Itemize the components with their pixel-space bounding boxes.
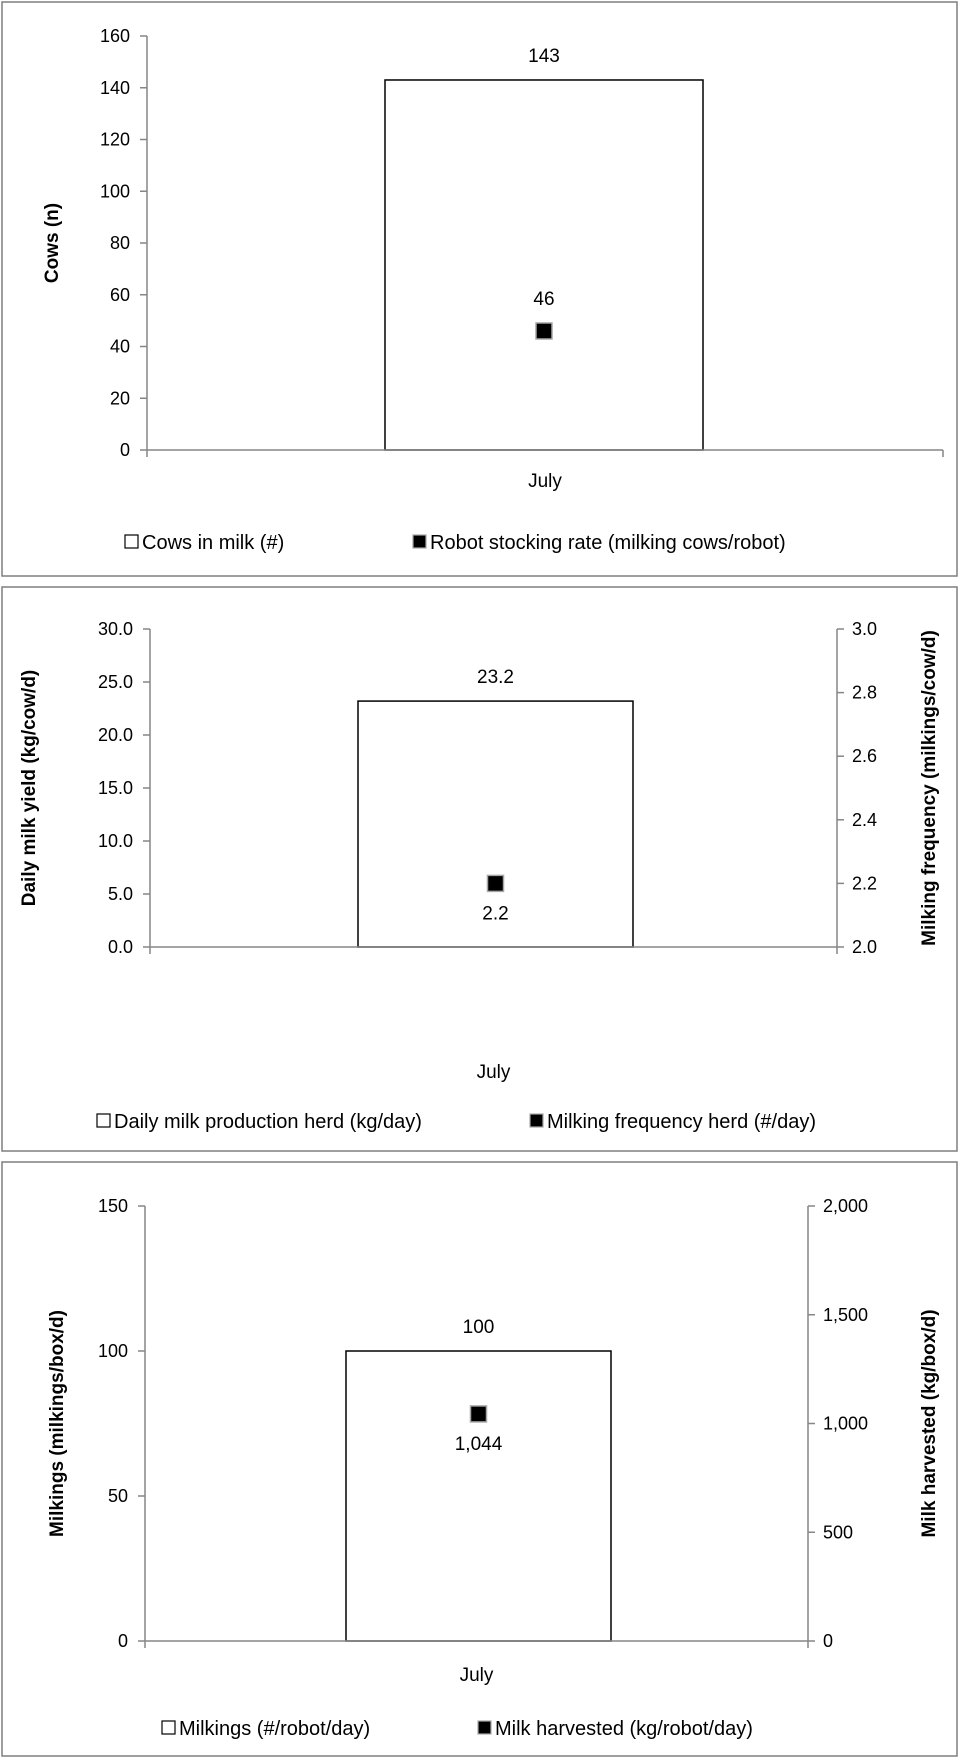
y-tick-label: 5.0 bbox=[108, 884, 133, 904]
y-tick-label: 80 bbox=[110, 233, 130, 253]
y2-tick-label: 2.6 bbox=[852, 746, 877, 766]
legend-marker-swatch bbox=[412, 534, 427, 549]
legend-bar-swatch bbox=[96, 1113, 111, 1128]
y2-tick-label: 0 bbox=[823, 1631, 833, 1651]
y-tick-label: 20 bbox=[110, 388, 130, 408]
y-tick-label: 20.0 bbox=[98, 725, 133, 745]
y-tick-label: 100 bbox=[100, 181, 130, 201]
bar-data-label: 100 bbox=[463, 1317, 495, 1338]
legend-marker-swatch bbox=[529, 1113, 544, 1128]
legend-bar-swatch bbox=[124, 534, 139, 549]
legend-label: Daily milk production herd (kg/day) bbox=[114, 1111, 422, 1133]
y-tick-label: 0 bbox=[120, 440, 130, 460]
data-marker bbox=[469, 1405, 488, 1423]
chart-milk-yield-svg: 0.0 5.0 10.0 15.0 20.0 25.0 30.0 Daily milk yie… bbox=[1, 586, 958, 1152]
legend-label: Milk harvested (kg/robot/day) bbox=[495, 1718, 753, 1740]
y-tick-label: 60 bbox=[110, 285, 130, 305]
y2-tick-label: 2.4 bbox=[852, 810, 877, 830]
y2-tick-label: 2.0 bbox=[852, 937, 877, 957]
chart-milkings-svg: 0 50 100 150 Milkings (milkings/box/d) 0 500 1,… bbox=[1, 1161, 958, 1757]
data-marker bbox=[535, 322, 553, 340]
y-axis-title: Milkings (milkings/box/d) bbox=[47, 1310, 68, 1537]
legend-label: Milking frequency herd (#/day) bbox=[547, 1111, 816, 1133]
y2-tick-label: 500 bbox=[823, 1522, 853, 1542]
chart-panel-cows: 0 20 40 60 80 100 120 140 160 Cows (n) 143 46 July Co… bbox=[0, 0, 960, 578]
y-tick-label: 15.0 bbox=[98, 778, 133, 798]
marker-data-label: 46 bbox=[533, 289, 554, 310]
y2-tick-label: 1,500 bbox=[823, 1305, 868, 1325]
chart-panel-milk-yield: 0.0 5.0 10.0 15.0 20.0 25.0 30.0 Daily milk yie… bbox=[0, 585, 960, 1153]
legend-bar-swatch bbox=[161, 1720, 176, 1735]
y-axis-title: Daily milk yield (kg/cow/d) bbox=[19, 670, 40, 907]
data-marker bbox=[486, 874, 505, 893]
y2-axis-title: Milking frequency (milkings/cow/d) bbox=[919, 630, 940, 946]
y-axis-title: Cows (n) bbox=[42, 203, 63, 283]
x-category-label: July bbox=[528, 471, 562, 492]
y2-tick-label: 2,000 bbox=[823, 1196, 868, 1216]
chart-panel-milkings: 0 50 100 150 Milkings (milkings/box/d) 0 500 1,… bbox=[0, 1160, 960, 1758]
y-tick-label: 25.0 bbox=[98, 672, 133, 692]
legend-label: Milkings (#/robot/day) bbox=[179, 1718, 370, 1740]
y-tick-label: 50 bbox=[108, 1486, 128, 1506]
chart-cows-svg: 0 20 40 60 80 100 120 140 160 Cows (n) 143 46 July Co… bbox=[1, 1, 958, 577]
bar-data-label: 23.2 bbox=[477, 667, 514, 688]
y-tick-label: 10.0 bbox=[98, 831, 133, 851]
y2-tick-label: 3.0 bbox=[852, 619, 877, 639]
y2-tick-label: 1,000 bbox=[823, 1414, 868, 1434]
x-category-label: July bbox=[477, 1062, 511, 1083]
y-tick-label: 160 bbox=[100, 26, 130, 46]
y-tick-label: 150 bbox=[98, 1196, 128, 1216]
y-tick-label: 0.0 bbox=[108, 937, 133, 957]
bar bbox=[345, 1350, 612, 1642]
y-tick-label: 30.0 bbox=[98, 619, 133, 639]
y-tick-label: 120 bbox=[100, 130, 130, 150]
legend-marker-swatch bbox=[477, 1720, 492, 1735]
marker-data-label: 1,044 bbox=[455, 1434, 503, 1455]
bar bbox=[384, 79, 704, 451]
y2-axis-title: Milk harvested (kg/box/d) bbox=[919, 1309, 940, 1537]
y-tick-label: 0 bbox=[118, 1631, 128, 1651]
marker-data-label: 2.2 bbox=[482, 903, 508, 924]
bar bbox=[357, 700, 634, 948]
y-tick-label: 40 bbox=[110, 337, 130, 357]
y2-tick-label: 2.2 bbox=[852, 873, 877, 893]
legend-label: Robot stocking rate (milking cows/robot) bbox=[430, 532, 786, 554]
bar-data-label: 143 bbox=[528, 46, 560, 67]
y-tick-label: 100 bbox=[98, 1341, 128, 1361]
y-tick-label: 140 bbox=[100, 78, 130, 98]
x-category-label: July bbox=[460, 1665, 494, 1686]
y2-tick-label: 2.8 bbox=[852, 683, 877, 703]
legend-label: Cows in milk (#) bbox=[142, 532, 284, 554]
